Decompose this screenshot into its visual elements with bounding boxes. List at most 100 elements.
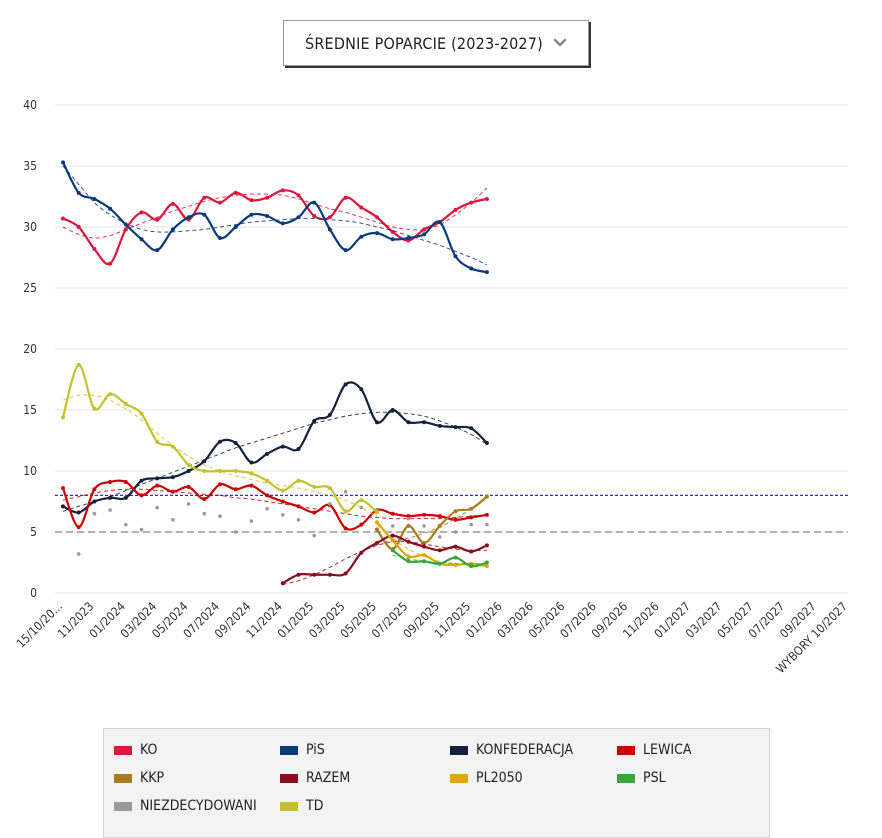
legend-swatch	[280, 773, 298, 783]
data-point-ko	[375, 215, 379, 220]
legend-label: KONFEDERACJA	[476, 742, 574, 758]
legend-item-niezdecydowani[interactable]: NIEZDECYDOWANI	[114, 798, 257, 814]
data-point-pis	[296, 215, 301, 220]
data-point-psl	[453, 555, 458, 560]
chart-selector-dropdown[interactable]: ŚREDNIE POPARCIE (2023-2027)	[283, 20, 589, 66]
data-point-lewica	[218, 482, 222, 487]
legend-item-ko[interactable]: KO	[114, 742, 157, 758]
data-point-ko	[280, 188, 285, 193]
data-point-lewica	[170, 489, 175, 494]
data-point-ko	[249, 198, 254, 203]
data-point-niezdecydowani	[233, 530, 238, 534]
data-point-ko	[76, 225, 81, 229]
data-point-td	[312, 484, 317, 489]
data-point-konfederacja	[76, 510, 81, 515]
y-tick-label: 40	[23, 98, 37, 112]
data-point-pis	[453, 254, 458, 259]
data-point-konfederacja	[265, 451, 270, 456]
data-point-kkp	[437, 523, 442, 528]
legend-item-td[interactable]: TD	[280, 798, 323, 814]
data-point-niezdecydowani	[406, 516, 411, 521]
data-point-td	[359, 498, 364, 503]
data-point-pis	[186, 215, 191, 220]
legend-item-kkp[interactable]: KKP	[114, 770, 164, 786]
data-point-pis	[375, 231, 379, 236]
data-point-ko	[484, 196, 489, 201]
y-tick-label: 5	[30, 525, 37, 539]
data-point-konfederacja	[312, 418, 317, 423]
data-point-lewica	[155, 483, 160, 488]
data-point-td	[155, 439, 160, 444]
legend-swatch	[617, 773, 635, 783]
data-point-konfederacja	[406, 420, 411, 425]
data-point-ko	[218, 200, 222, 205]
data-point-lewica	[296, 504, 301, 509]
legend-label: PSL	[643, 770, 666, 786]
data-point-pis	[76, 190, 81, 195]
dropdown-label: ŚREDNIE POPARCIE (2023-2027)	[305, 33, 543, 53]
series-line-td	[61, 363, 378, 514]
data-point-kkp	[469, 506, 474, 511]
data-point-lewica	[453, 517, 458, 522]
data-point-td	[280, 488, 285, 493]
data-point-konfederacja	[453, 425, 458, 430]
data-point-pis	[359, 234, 364, 239]
data-point-lewica	[233, 487, 238, 492]
data-point-td	[170, 444, 175, 449]
data-point-konfederacja	[92, 499, 97, 504]
data-point-ko	[343, 195, 348, 200]
data-point-lewica	[265, 493, 270, 498]
data-point-td	[186, 462, 191, 467]
legend-item-psl[interactable]: PSL	[617, 770, 666, 786]
data-point-pis	[139, 237, 144, 242]
legend-swatch	[280, 745, 298, 755]
data-point-pl2050	[406, 554, 411, 559]
legend-item-lewica[interactable]: LEWICA	[617, 742, 692, 758]
data-point-lewica	[343, 526, 348, 531]
data-point-konfederacja	[170, 475, 175, 480]
data-point-td	[265, 478, 270, 483]
legend-swatch	[617, 745, 635, 755]
data-point-td	[296, 478, 301, 483]
data-point-niezdecydowani	[312, 533, 317, 538]
data-point-niezdecydowani	[469, 522, 474, 527]
legend-item-pl2050[interactable]: PL2050	[450, 770, 523, 786]
data-point-td	[343, 509, 348, 514]
data-point-konfederacja	[469, 426, 474, 431]
data-point-razem	[312, 572, 317, 577]
data-point-konfederacja	[61, 504, 65, 509]
data-point-ko	[61, 216, 65, 221]
legend-label: LEWICA	[643, 742, 692, 758]
data-point-ko	[327, 215, 332, 220]
data-point-razem	[484, 543, 489, 548]
data-point-konfederacja	[359, 387, 364, 392]
data-point-td	[139, 411, 144, 416]
data-point-konfederacja	[108, 495, 113, 500]
data-point-niezdecydowani	[328, 502, 332, 506]
data-point-lewica	[484, 512, 489, 517]
data-point-psl	[484, 560, 489, 565]
y-tick-label: 25	[23, 281, 37, 295]
legend-item-pis[interactable]: PiS	[280, 742, 325, 758]
data-point-pis	[202, 212, 207, 217]
data-point-konfederacja	[139, 478, 144, 483]
legend-item-razem[interactable]: RAZEM	[280, 770, 350, 786]
data-point-lewica	[312, 510, 317, 515]
data-point-pis	[265, 214, 270, 219]
data-point-razem	[375, 540, 379, 545]
data-point-td	[375, 510, 379, 515]
data-point-td	[61, 415, 65, 420]
data-point-konfederacja	[296, 447, 301, 452]
data-point-psl	[390, 548, 395, 553]
legend-item-konfederacja[interactable]: KONFEDERACJA	[450, 742, 573, 758]
line-chart: 051015202530354015/10/20...11/202301/202…	[14, 98, 850, 676]
data-point-ko	[469, 200, 474, 205]
data-point-konfederacja	[484, 440, 489, 445]
data-point-niezdecydowani	[139, 527, 144, 532]
data-point-konfederacja	[249, 460, 254, 465]
data-point-ko	[170, 201, 175, 206]
data-point-niezdecydowani	[202, 511, 207, 516]
data-point-niezdecydowani	[155, 505, 159, 510]
data-point-lewica	[422, 512, 427, 517]
data-point-lewica	[469, 515, 474, 520]
